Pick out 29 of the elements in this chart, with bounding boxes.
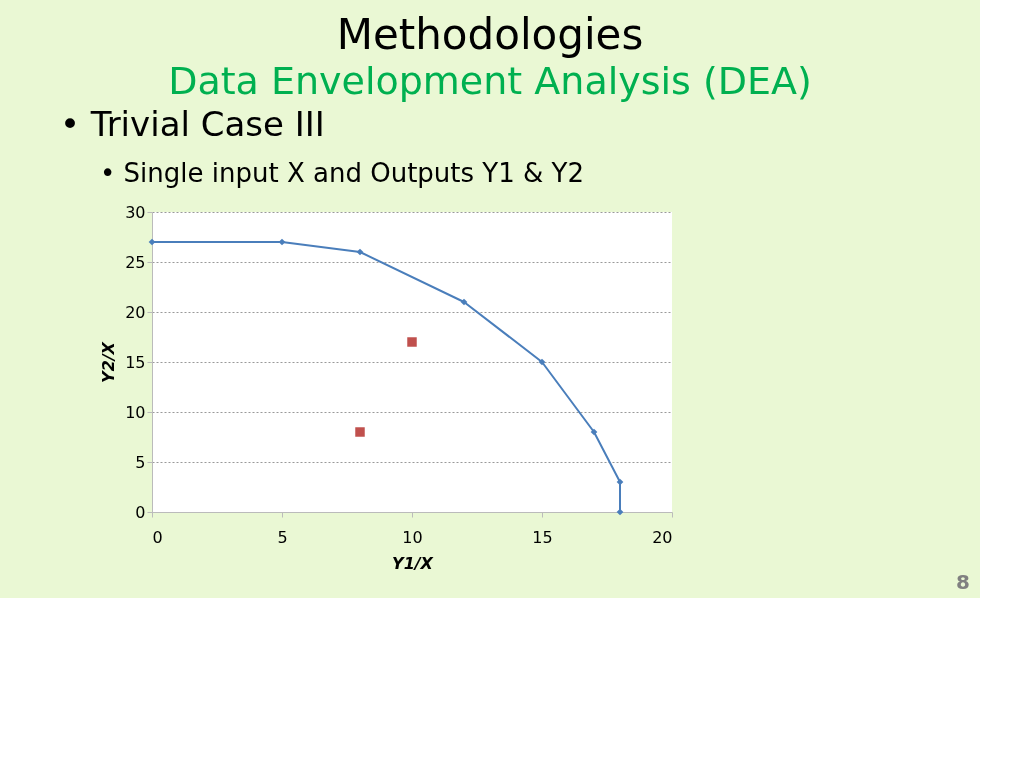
point	[356, 248, 364, 256]
x-tick-label: 15	[532, 527, 553, 547]
point	[460, 298, 468, 306]
point	[616, 508, 624, 516]
x-tick-label: 0	[152, 527, 163, 547]
x-tick-label: 5	[277, 527, 288, 547]
y-tick-label: 30	[125, 202, 146, 222]
y-tick-label: 0	[135, 502, 146, 522]
y-tick-label: 5	[135, 452, 146, 472]
point	[407, 337, 417, 347]
x-tick-label: 20	[652, 527, 673, 547]
point	[616, 478, 624, 486]
point	[355, 427, 365, 437]
text: 8	[956, 570, 970, 594]
chart-title: Methodologies	[336, 10, 644, 59]
y-tick-label: 20	[125, 302, 146, 322]
text: • Single input X and Outputs Y1 & Y2	[100, 157, 584, 188]
point	[278, 238, 286, 246]
y-tick-label: 15	[125, 352, 146, 372]
y-tick-label: 25	[125, 252, 146, 272]
y-axis-title: Y2/X	[99, 341, 119, 383]
x-axis-title: Y1/X	[392, 553, 434, 573]
x-tick-label: 10	[402, 527, 423, 547]
chart-subtitle: Data Envelopment Analysis (DEA)	[168, 59, 812, 103]
y-tick-label: 10	[125, 402, 146, 422]
point	[148, 238, 156, 246]
text: • Trivial Case III	[60, 104, 325, 144]
point	[538, 358, 546, 366]
point	[590, 428, 598, 436]
